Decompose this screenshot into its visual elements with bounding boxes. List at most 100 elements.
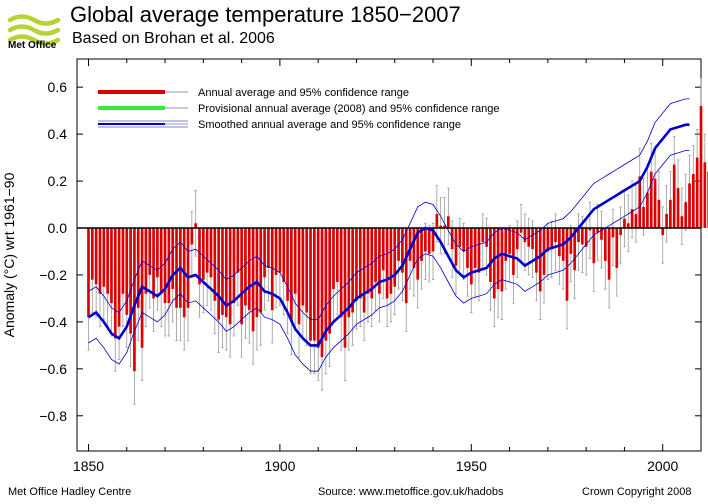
- annual-bar: [569, 228, 573, 254]
- annual-bar: [462, 228, 465, 252]
- annual-bar: [240, 228, 243, 325]
- annual-bar: [523, 228, 527, 243]
- y-tick-label: −0.2: [39, 267, 67, 283]
- annual-bar: [669, 199, 672, 229]
- annual-bar: [692, 174, 695, 229]
- annual-bar: [588, 228, 592, 231]
- annual-bar: [680, 216, 684, 229]
- annual-bar: [615, 228, 619, 268]
- annual-bar: [385, 228, 389, 299]
- annual-bar: [435, 213, 439, 229]
- annual-bar: [619, 228, 622, 236]
- annual-bar: [649, 171, 653, 229]
- annual-bar: [512, 228, 515, 275]
- annual-bar: [121, 228, 125, 294]
- annual-bar: [653, 178, 657, 229]
- annual-bar: [198, 228, 201, 285]
- annual-bar: [343, 228, 347, 348]
- annual-bar: [389, 228, 393, 294]
- annual-bar: [232, 228, 236, 304]
- annual-bar: [535, 228, 538, 273]
- x-tick-label: 1950: [456, 458, 487, 474]
- annual-bar: [473, 228, 477, 268]
- annual-bar: [477, 228, 481, 273]
- annual-bar: [282, 228, 286, 282]
- annual-bar: [443, 225, 446, 229]
- footer-copyright: Crown Copyright 2008: [582, 486, 692, 498]
- annual-bar: [87, 228, 90, 318]
- annual-bar: [699, 105, 703, 229]
- x-tick-label: 1850: [73, 458, 104, 474]
- annual-bar: [328, 228, 332, 334]
- annual-bar: [515, 228, 519, 250]
- annual-bar: [427, 228, 431, 254]
- legend-label: Provisional annual average (2008) and 95…: [198, 103, 500, 115]
- plot-frame: [76, 58, 702, 452]
- annual-bar: [573, 228, 577, 271]
- annual-bar: [270, 228, 274, 311]
- annual-bar: [638, 176, 642, 229]
- smoothed-upper-bound: [88, 98, 690, 320]
- y-tick-label: 0.2: [48, 173, 68, 189]
- annual-bar: [247, 228, 251, 311]
- annual-bar: [420, 228, 423, 261]
- annual-bar: [408, 228, 412, 261]
- annual-bar: [228, 228, 232, 325]
- annual-bar: [259, 228, 263, 313]
- annual-bar: [657, 199, 661, 229]
- annual-bar: [378, 228, 381, 294]
- annual-bar: [286, 228, 289, 301]
- annual-bar: [324, 228, 328, 341]
- annual-bar: [630, 209, 634, 229]
- annual-bar: [201, 228, 205, 280]
- annual-bar: [106, 228, 109, 294]
- annual-bar: [213, 228, 217, 301]
- annual-bar: [531, 228, 534, 250]
- annual-bar: [519, 228, 523, 233]
- annual-bar: [167, 228, 171, 304]
- annual-bar: [695, 157, 699, 229]
- annual-bar: [94, 228, 98, 285]
- annual-bar: [603, 228, 607, 261]
- annual-bar: [129, 228, 132, 334]
- x-tick-label: 2000: [647, 458, 678, 474]
- annual-bar: [676, 188, 680, 229]
- annual-bar: [305, 228, 309, 313]
- annual-bar: [347, 228, 351, 318]
- annual-bar: [163, 228, 167, 304]
- annual-bar: [98, 228, 102, 294]
- annual-bar: [496, 228, 500, 290]
- chart-subtitle: Based on Brohan et al. 2006: [72, 30, 275, 47]
- legend-label: Annual average and 95% confidence range: [198, 87, 409, 99]
- annual-bar: [355, 228, 358, 301]
- annual-bar: [596, 228, 599, 233]
- annual-bar: [274, 228, 278, 275]
- annual-bar: [412, 228, 416, 268]
- annual-bar: [381, 228, 385, 271]
- annual-bar: [351, 228, 354, 313]
- annual-bar: [492, 228, 496, 299]
- annual-bar: [358, 228, 362, 299]
- annual-bar: [148, 228, 152, 275]
- annual-bar: [584, 228, 588, 247]
- annual-bar: [186, 228, 190, 308]
- annual-bar: [600, 228, 603, 240]
- annual-bar: [244, 228, 247, 306]
- annual-bar: [190, 228, 194, 245]
- annual-bar: [263, 228, 266, 278]
- annual-bar: [159, 228, 163, 294]
- annual-bar: [550, 228, 554, 250]
- annual-bar: [297, 228, 301, 325]
- annual-bar: [339, 228, 343, 318]
- annual-bar: [90, 228, 94, 280]
- annual-bar: [205, 228, 209, 273]
- annual-bar: [209, 228, 213, 278]
- annual-bar: [278, 228, 282, 273]
- annual-bar: [401, 228, 404, 273]
- annual-bar: [485, 228, 488, 247]
- annual-bar: [481, 228, 485, 243]
- smoothed-lower-bound: [88, 150, 690, 372]
- annual-bar: [446, 216, 450, 229]
- annual-bar: [125, 228, 129, 315]
- y-tick-label: −0.6: [39, 361, 67, 377]
